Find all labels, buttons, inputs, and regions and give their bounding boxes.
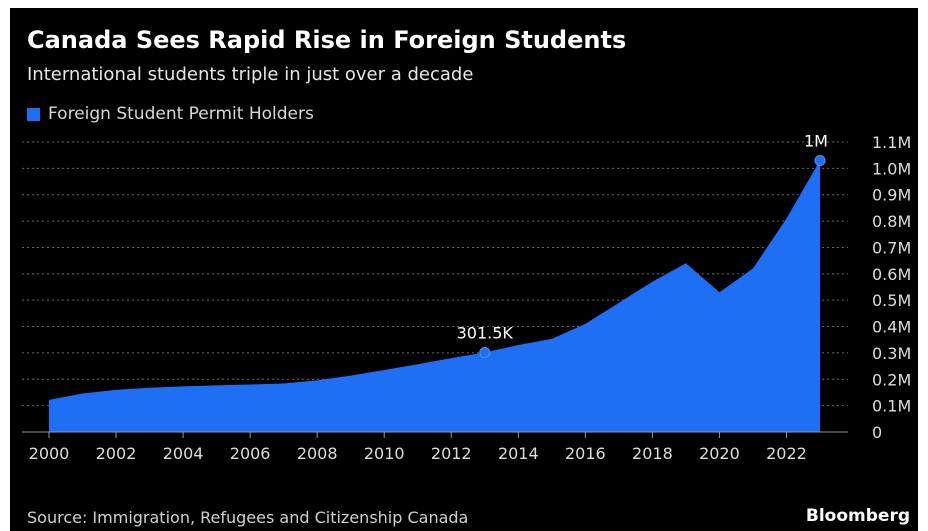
x-tick-label: 2018 <box>632 444 673 463</box>
x-tick-label: 2008 <box>297 444 338 463</box>
y-tick-label: 0.2M <box>872 370 911 389</box>
y-tick-label: 0.3M <box>872 344 911 363</box>
x-tick-label: 2006 <box>230 444 271 463</box>
x-tick-label: 2004 <box>163 444 204 463</box>
x-tick-label: 2002 <box>96 444 137 463</box>
x-tick-label: 2016 <box>565 444 606 463</box>
y-tick-label: 0.4M <box>872 318 911 337</box>
y-tick-label: 0.9M <box>872 186 911 205</box>
y-tick-label: 0.5M <box>872 291 911 310</box>
series-area <box>49 160 820 433</box>
y-tick-label: 0.8M <box>872 212 911 231</box>
y-tick-label: 0 <box>872 423 882 442</box>
y-tick-label: 0.1M <box>872 397 911 416</box>
x-tick-label: 2012 <box>431 444 472 463</box>
y-tick-label: 0.6M <box>872 265 911 284</box>
legend: Foreign Student Permit Holders <box>27 104 314 124</box>
data-label: 301.5K <box>457 324 514 343</box>
data-point-marker <box>479 347 491 359</box>
x-tick-label: 2000 <box>29 444 70 463</box>
chart-frame: Canada Sees Rapid Rise in Foreign Studen… <box>10 8 918 531</box>
legend-swatch <box>27 107 40 121</box>
y-tick-label: 0.7M <box>872 238 911 257</box>
y-tick-label: 1.0M <box>872 159 911 178</box>
source-note: Source: Immigration, Refugees and Citize… <box>27 508 469 527</box>
chart-title: Canada Sees Rapid Rise in Foreign Studen… <box>27 26 627 54</box>
brand-logo: Bloomberg <box>805 506 910 526</box>
chart-subtitle: International students triple in just ov… <box>27 64 474 85</box>
data-label: 1M <box>804 131 828 150</box>
x-tick-label: 2010 <box>364 444 405 463</box>
data-point-marker <box>814 154 826 166</box>
x-tick-label: 2014 <box>498 444 539 463</box>
y-tick-label: 1.1M <box>872 133 911 152</box>
legend-label: Foreign Student Permit Holders <box>48 104 314 124</box>
x-tick-label: 2022 <box>766 444 807 463</box>
x-tick-label: 2020 <box>699 444 740 463</box>
area-chart: 0 0.1M 0.2M 0.3M 0.4M 0.5M 0.6M 0.7M 0.8M 0.9M 1.0… <box>22 131 911 463</box>
